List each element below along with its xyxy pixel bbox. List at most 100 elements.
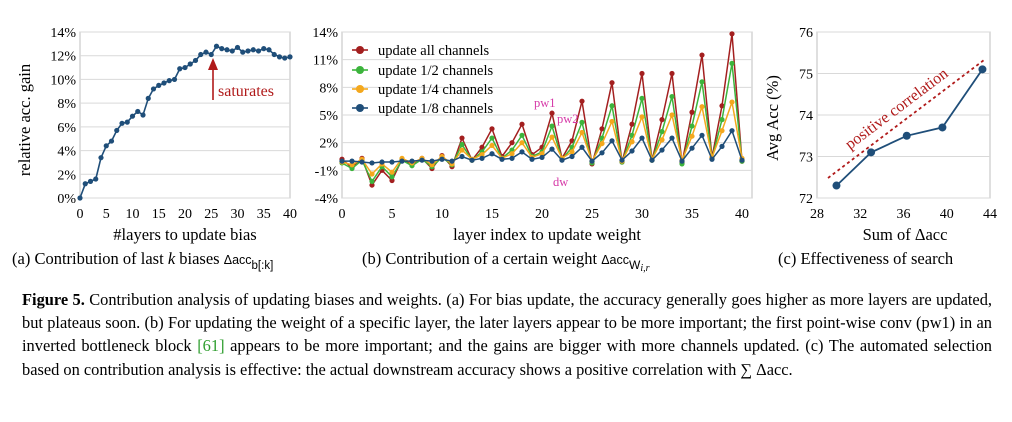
data-point bbox=[489, 142, 495, 149]
y-tick-label: 12% bbox=[50, 50, 76, 65]
y-tick-label: 2% bbox=[319, 137, 338, 152]
x-tick-label: 20 bbox=[535, 207, 549, 222]
y-tick-label: 74 bbox=[799, 109, 813, 124]
data-point bbox=[213, 43, 220, 49]
y-tick-label: -1% bbox=[315, 164, 339, 179]
data-point bbox=[549, 110, 555, 116]
data-point bbox=[659, 129, 665, 135]
y-tick-label: 0% bbox=[57, 192, 76, 207]
data-point bbox=[519, 121, 525, 127]
data-point bbox=[161, 80, 167, 86]
y-tick-label: 8% bbox=[57, 97, 76, 112]
panel-a-chart: 0% 2% 4% 6% 8% 10% 12% 14% 0 5 10 15 20 25 30 35 40 rel… bbox=[15, 26, 297, 244]
panel-c-xlabel: Sum of Δacc bbox=[863, 225, 948, 244]
legend-item-half: update 1/2 channels bbox=[352, 63, 494, 79]
data-point bbox=[182, 64, 188, 71]
data-point bbox=[719, 103, 725, 109]
legend-label: update all channels bbox=[378, 43, 489, 59]
data-point bbox=[579, 129, 585, 136]
data-point bbox=[108, 138, 115, 144]
y-tick-label: 14% bbox=[50, 26, 76, 41]
data-point bbox=[203, 49, 209, 55]
x-tick-label: 5 bbox=[103, 207, 110, 222]
data-point bbox=[389, 174, 395, 180]
data-point bbox=[250, 47, 256, 53]
x-tick-label: 10 bbox=[126, 207, 140, 222]
y-tick-label: 2% bbox=[57, 168, 76, 183]
caption-text-2: appears to be more important; and the ga… bbox=[22, 336, 992, 379]
data-point bbox=[659, 137, 665, 143]
data-point bbox=[729, 99, 735, 105]
data-point bbox=[479, 152, 485, 158]
y-tick-label: -4% bbox=[315, 192, 339, 207]
data-point bbox=[499, 156, 505, 162]
saturates-label: saturates bbox=[218, 83, 274, 100]
x-tick-label: 28 bbox=[810, 207, 824, 222]
data-point bbox=[98, 155, 104, 161]
data-point bbox=[439, 156, 445, 162]
y-tick-label: 8% bbox=[319, 81, 338, 96]
data-point bbox=[689, 109, 695, 115]
data-point bbox=[187, 61, 193, 67]
data-point bbox=[729, 60, 735, 66]
data-point bbox=[609, 138, 615, 144]
data-point bbox=[419, 157, 425, 163]
data-point bbox=[93, 176, 99, 182]
data-point bbox=[369, 182, 375, 188]
data-point bbox=[699, 79, 705, 85]
figure-caption: Figure 5. Contribution analysis of updat… bbox=[22, 288, 992, 381]
y-tick-label: 72 bbox=[799, 192, 813, 207]
data-point bbox=[389, 159, 395, 165]
data-point bbox=[629, 121, 635, 127]
data-point bbox=[569, 153, 575, 160]
data-point bbox=[276, 54, 283, 60]
data-point bbox=[429, 158, 435, 164]
data-point bbox=[589, 158, 595, 164]
pw2-annotation: pw2 bbox=[557, 112, 579, 126]
citation-link[interactable]: [61] bbox=[197, 336, 225, 356]
legend-marker bbox=[356, 104, 364, 112]
data-point bbox=[639, 70, 645, 77]
y-tick-label: 73 bbox=[799, 151, 813, 166]
data-point bbox=[699, 52, 705, 58]
data-point bbox=[369, 160, 375, 166]
legend-label: update 1/4 channels bbox=[378, 82, 494, 98]
data-point bbox=[369, 171, 375, 177]
legend-marker bbox=[356, 85, 364, 93]
data-point bbox=[229, 48, 235, 54]
x-tick-label: 10 bbox=[435, 207, 449, 222]
data-point bbox=[224, 47, 230, 53]
data-point bbox=[87, 178, 94, 184]
panel-b-xlabel: layer index to update weight bbox=[453, 225, 641, 244]
data-point bbox=[599, 150, 605, 156]
data-point bbox=[145, 95, 151, 101]
data-point bbox=[449, 158, 455, 164]
data-point bbox=[150, 86, 157, 92]
data-point bbox=[124, 119, 130, 125]
data-point bbox=[339, 158, 345, 164]
data-point bbox=[629, 148, 635, 154]
data-point bbox=[166, 78, 172, 84]
data-point bbox=[539, 151, 545, 157]
data-point bbox=[379, 159, 385, 165]
data-point bbox=[266, 47, 272, 53]
data-point bbox=[459, 153, 465, 160]
series-4 bbox=[339, 128, 745, 166]
x-tick-label: 25 bbox=[585, 207, 599, 222]
data-point bbox=[902, 131, 911, 140]
series-2 bbox=[339, 60, 745, 184]
data-point bbox=[689, 133, 695, 139]
saturates-annotation: saturates bbox=[208, 58, 274, 100]
y-tick-label: 11% bbox=[313, 54, 338, 69]
data-point bbox=[198, 51, 204, 58]
arrow-up-icon bbox=[208, 58, 218, 70]
panel-c-chart: 72 73 74 75 76 28 32 36 40 44 Avg Acc (%) Sum of… bbox=[763, 26, 997, 244]
trend-dotted-line bbox=[827, 59, 985, 179]
data-point bbox=[177, 66, 183, 72]
data-point bbox=[729, 128, 735, 134]
x-tick-label: 15 bbox=[485, 207, 499, 222]
data-point bbox=[349, 165, 355, 172]
data-point bbox=[867, 148, 876, 157]
legend-marker bbox=[356, 46, 364, 54]
